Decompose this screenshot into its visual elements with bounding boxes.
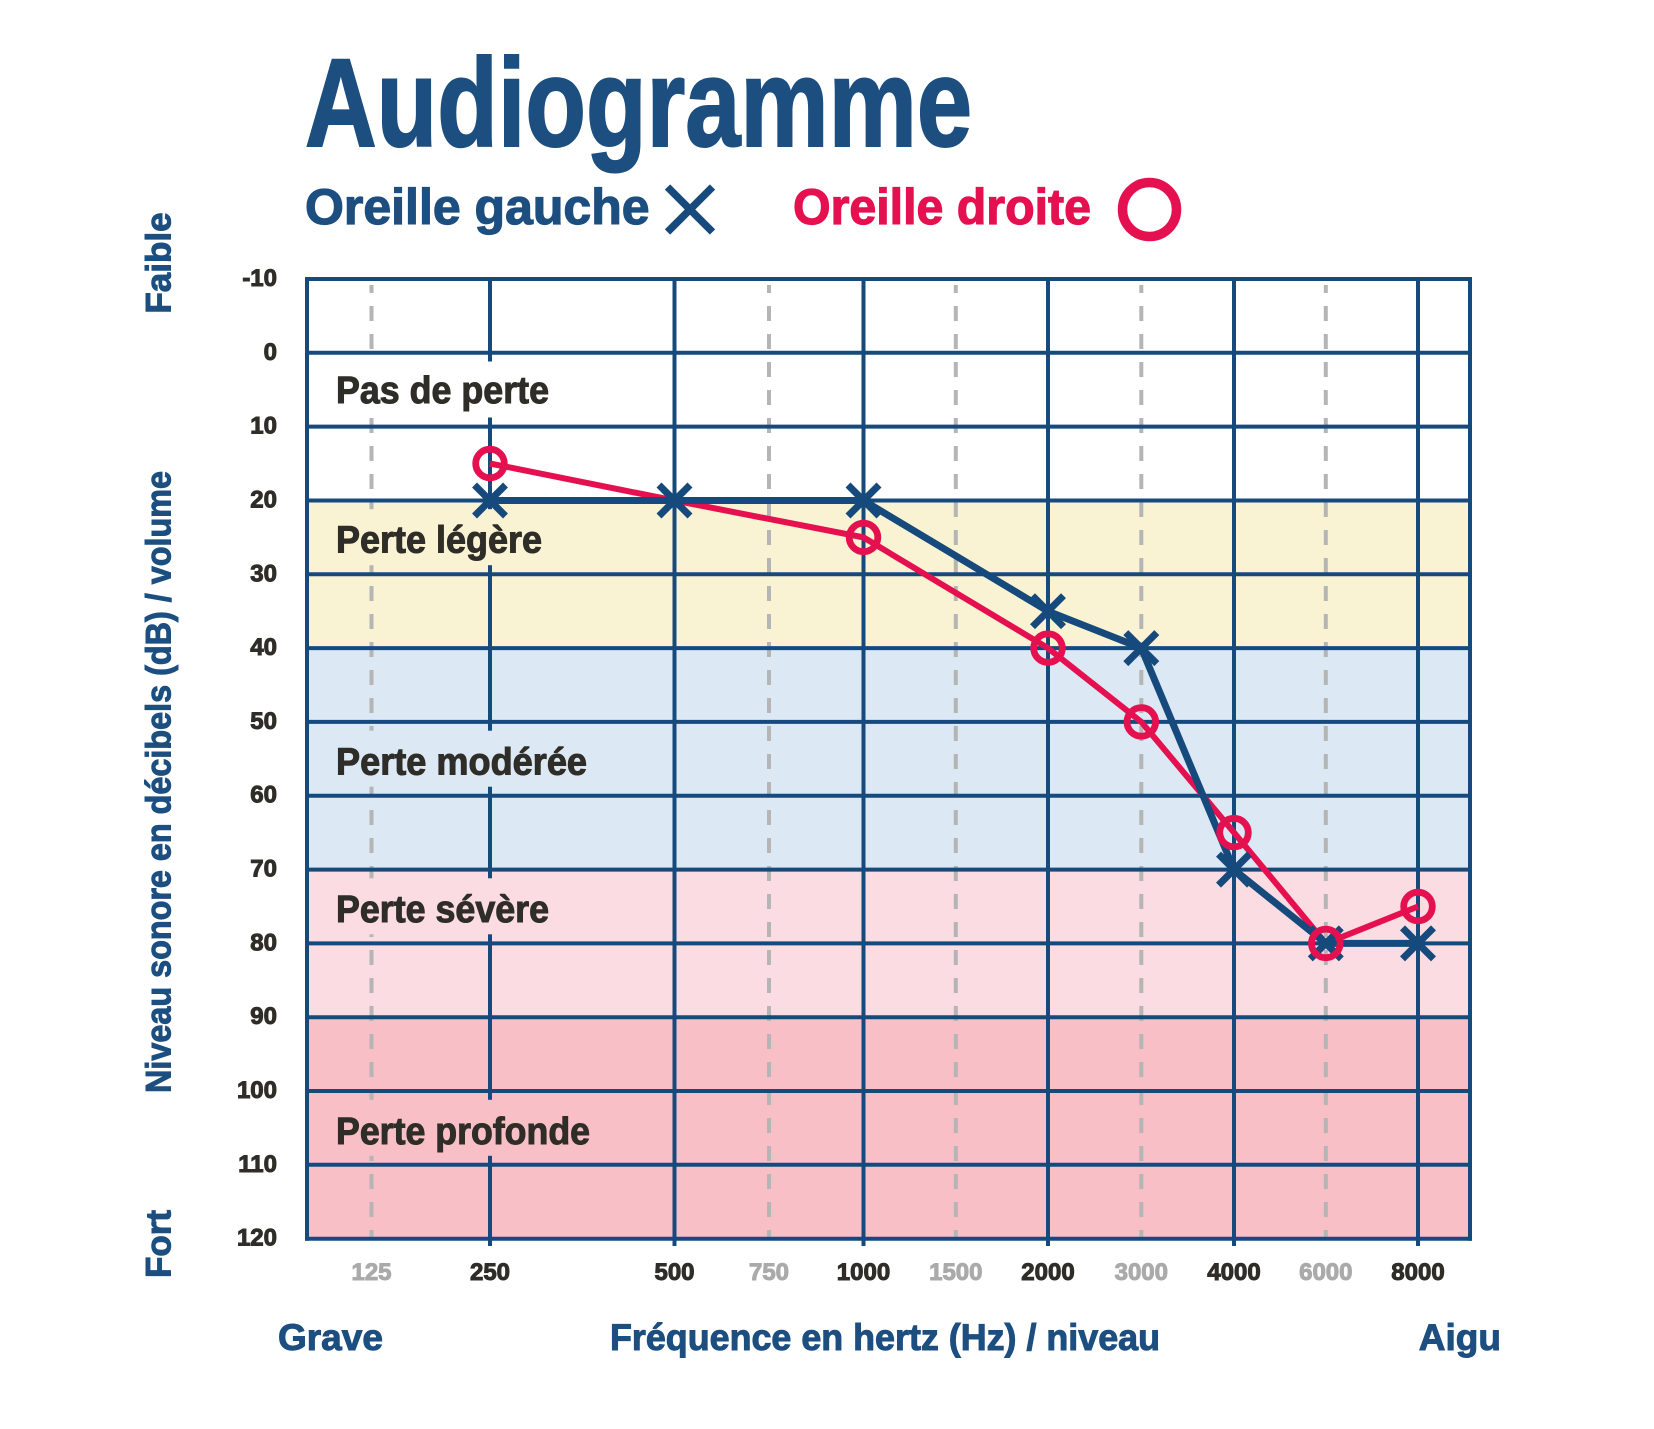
svg-text:Aigu: Aigu <box>1419 1317 1501 1358</box>
svg-text:1500: 1500 <box>929 1259 982 1286</box>
svg-text:125: 125 <box>351 1259 391 1286</box>
svg-text:1000: 1000 <box>837 1259 890 1286</box>
svg-text:-10: -10 <box>242 265 277 292</box>
svg-text:4000: 4000 <box>1207 1259 1260 1286</box>
svg-text:Oreille gauche: Oreille gauche <box>305 179 650 235</box>
svg-text:30: 30 <box>250 560 277 587</box>
svg-text:Fréquence en hertz (Hz) / nive: Fréquence en hertz (Hz) / niveau <box>610 1317 1160 1358</box>
svg-text:Pas de perte: Pas de perte <box>336 370 549 412</box>
svg-text:110: 110 <box>238 1151 277 1178</box>
svg-text:0: 0 <box>264 339 277 366</box>
svg-text:10: 10 <box>250 413 277 440</box>
svg-text:750: 750 <box>749 1259 789 1286</box>
svg-text:Perte légère: Perte légère <box>336 519 542 561</box>
svg-text:80: 80 <box>250 929 277 956</box>
svg-text:8000: 8000 <box>1391 1259 1444 1286</box>
svg-text:20: 20 <box>250 487 277 514</box>
svg-text:100: 100 <box>237 1077 277 1104</box>
svg-text:Perte profonde: Perte profonde <box>336 1111 590 1153</box>
svg-text:Faible: Faible <box>140 212 179 313</box>
svg-text:Fort: Fort <box>140 1210 179 1278</box>
svg-text:2000: 2000 <box>1021 1259 1074 1286</box>
svg-text:Audiogramme: Audiogramme <box>305 34 972 173</box>
svg-text:50: 50 <box>250 708 277 735</box>
svg-text:Perte sévère: Perte sévère <box>336 889 549 931</box>
svg-text:250: 250 <box>470 1259 510 1286</box>
svg-text:Oreille droite: Oreille droite <box>793 179 1091 235</box>
svg-text:Perte modérée: Perte modérée <box>336 742 587 784</box>
svg-text:40: 40 <box>250 634 277 661</box>
svg-text:90: 90 <box>250 1003 277 1030</box>
svg-text:3000: 3000 <box>1115 1259 1168 1286</box>
svg-text:6000: 6000 <box>1299 1259 1352 1286</box>
svg-text:120: 120 <box>237 1225 277 1252</box>
svg-text:500: 500 <box>654 1259 694 1286</box>
svg-text:Grave: Grave <box>278 1317 383 1358</box>
svg-text:60: 60 <box>250 782 277 809</box>
svg-text:70: 70 <box>250 856 277 883</box>
svg-text:Niveau sonore en décibels (dB): Niveau sonore en décibels (dB) / volume <box>140 471 179 1093</box>
